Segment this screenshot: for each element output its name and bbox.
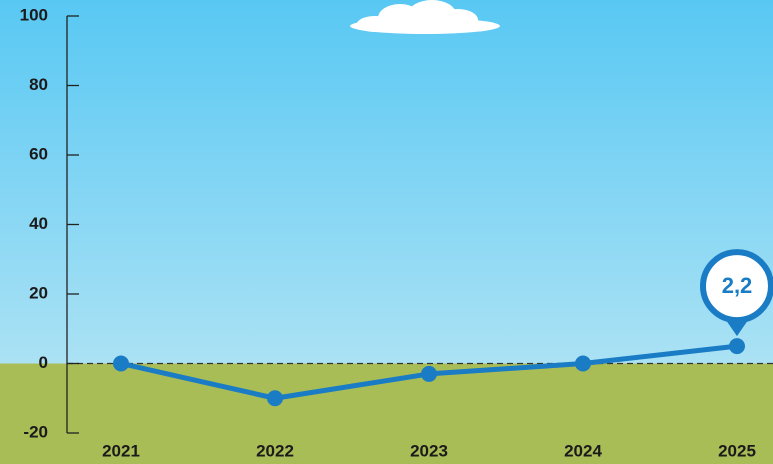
x-tick-label: 2024	[564, 441, 602, 460]
x-tick-label: 2025	[718, 441, 756, 460]
point	[575, 355, 591, 372]
x-tick-label: 2023	[410, 441, 448, 460]
y-tick-label: 80	[29, 75, 48, 94]
y-tick-label: 100	[20, 5, 48, 24]
y-tick-label: 60	[29, 144, 48, 163]
point	[729, 338, 745, 355]
annotation: 2,2	[722, 273, 753, 298]
point	[421, 365, 437, 382]
point	[113, 355, 129, 372]
x-tick-label: 2021	[102, 441, 140, 460]
y-tick-label: 40	[29, 214, 48, 233]
y-tick-label: -20	[23, 422, 48, 441]
x-tick-label: 2022	[256, 441, 294, 460]
cloud	[350, 0, 500, 34]
y-tick-label: 20	[29, 283, 48, 302]
annotation-bubble	[700, 249, 773, 324]
y-tick-label: 0	[39, 353, 48, 372]
point	[267, 390, 283, 407]
